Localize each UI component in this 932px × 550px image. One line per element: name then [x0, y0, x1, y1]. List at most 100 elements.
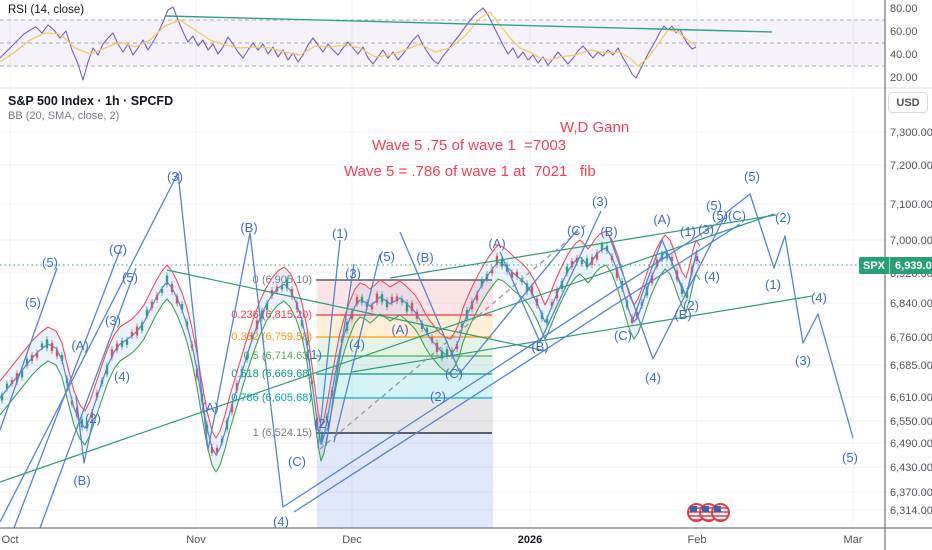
chart-text: 7,300.00 [890, 127, 932, 139]
candle-body [600, 244, 604, 250]
chart-text: 6,370.00 [890, 487, 932, 499]
wave5-annotation-1[interactable]: Wave 5 .75 of wave 1 =7003 [372, 137, 567, 154]
chart-text: (5) [706, 198, 722, 213]
chart-text: (5) [122, 270, 138, 285]
bb-upper-line [0, 230, 701, 439]
chart-text: (B) [674, 307, 691, 322]
fib-band [317, 356, 493, 374]
candle-body [230, 404, 234, 413]
candle-body [0, 394, 4, 401]
fib-band [317, 280, 493, 315]
candle-body [40, 343, 44, 348]
candle-body [445, 349, 449, 357]
candle-body [145, 309, 149, 317]
elliott-wave-line [0, 172, 179, 523]
chart-text: Mar [844, 534, 863, 546]
chart-text: (C) [567, 223, 585, 238]
candle-body [20, 369, 24, 378]
chart-text: (3) [167, 169, 183, 184]
chart-text: (A) [653, 212, 670, 227]
chart-text: 0.382 (6,759.58) [231, 331, 312, 343]
candle-body [265, 302, 269, 310]
chart-text: 6,840.00 [890, 298, 932, 310]
elliott-wave-line [0, 267, 58, 431]
chart-text: (5) [744, 169, 760, 184]
candle-body [350, 311, 354, 320]
candle-body [545, 318, 549, 324]
candle-body [50, 343, 54, 351]
candle-body [550, 302, 554, 306]
candle-body [500, 258, 504, 267]
elliott-wave-line [293, 223, 741, 513]
chart-text: (2) [775, 210, 791, 225]
gray-dashed-trendline [319, 224, 587, 450]
chart-text: 0.236 (6,815.20) [231, 309, 312, 321]
elliott-wave-line [317, 239, 341, 449]
chart-text: (5)(C) [712, 208, 746, 223]
chart-text: (A) [201, 400, 218, 415]
candle-body [455, 344, 459, 349]
chart-text: 1 (6,524.15) [253, 427, 312, 439]
last-price-value: 6,939.02 [890, 257, 932, 274]
candle-body [175, 296, 179, 304]
candle-body [630, 317, 634, 323]
chart-text: (C) [109, 242, 127, 257]
elliott-wave-line [499, 210, 602, 343]
green-trendline [0, 213, 775, 483]
chart-text: (1) [306, 347, 322, 362]
chart-text: (2) [683, 298, 699, 313]
green-trendline [166, 269, 547, 352]
rsi-indicator-label: RSI (14, close) [8, 4, 85, 16]
candle-body [405, 302, 409, 312]
currency-toggle-button[interactable]: USD [888, 92, 928, 113]
candle-body [430, 337, 434, 342]
chart-text: (4) [114, 369, 130, 384]
chart-text: Dec [342, 534, 362, 546]
elliott-wave-line [333, 253, 381, 443]
chart-text: 7,100.00 [890, 199, 932, 211]
chart-text: Oct [1, 534, 18, 546]
elliott-wave-line [631, 239, 698, 323]
elliott-wave-line [177, 172, 728, 508]
chart-text: 7,000.00 [890, 235, 932, 247]
candle-body [560, 281, 564, 289]
chart-text: (3) [698, 222, 714, 237]
chart-text: (C) [614, 328, 632, 343]
chart-text: (B) [73, 473, 90, 488]
candle-body [375, 293, 379, 303]
candle-body [250, 335, 254, 339]
chart-text: 40.00 [890, 49, 918, 61]
elliott-wave-line [39, 267, 137, 529]
candle-body [510, 272, 514, 278]
elliott-wave-line [325, 263, 355, 447]
chart-text: (3) [795, 353, 811, 368]
chart-text: 6,314.00 [890, 505, 932, 517]
candle-body [140, 322, 144, 331]
candle-body [580, 260, 584, 264]
candle-body [490, 269, 494, 274]
gann-annotation[interactable]: W,D Gann [560, 119, 630, 136]
chart-text: (4) [811, 290, 827, 305]
elliott-wave-line [726, 193, 854, 439]
candle-body [210, 447, 214, 453]
candle-body [525, 283, 529, 293]
wave5-annotation-2[interactable]: Wave 5 = .786 of wave 1 at 7021 fib [344, 163, 596, 180]
chart-text: (2) [85, 411, 101, 426]
chart-text: Nov [186, 534, 206, 546]
candle-body [120, 340, 124, 347]
candle-body [15, 373, 19, 383]
candle-body [585, 258, 589, 268]
chart-text: (B) [600, 224, 617, 239]
candle-body [125, 339, 129, 345]
candle-body [180, 304, 184, 310]
chart-text: (4) [273, 514, 289, 529]
candle-body [570, 261, 574, 267]
candle-body [160, 289, 164, 293]
chart-text: (C) [288, 454, 306, 469]
chart-text: (1) [332, 226, 348, 241]
elliott-wave-line [608, 211, 728, 360]
candle-body [115, 343, 119, 351]
candle-body [460, 323, 464, 328]
candle-body [575, 257, 579, 263]
